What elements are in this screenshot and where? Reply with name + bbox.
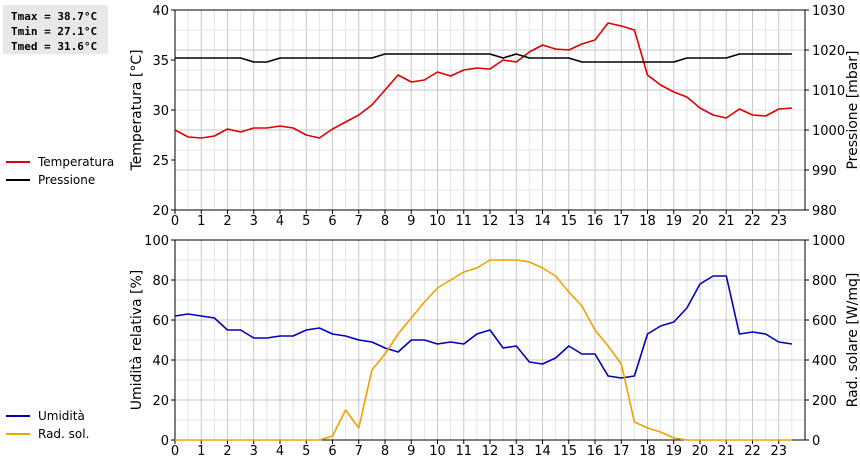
y-axis-title-left: Temperatura [°C] (129, 49, 145, 171)
chart-panel-1: 0 1 2 3 4 5 6 7 8 9 10 11 12 13 14 15 16 17 18 19 20 21 22 2320… (6, 4, 860, 229)
y-tick-label-left: 25 (152, 154, 169, 169)
x-tick-label: 6 (328, 444, 336, 459)
x-tick-label: 21 (718, 444, 735, 459)
y-tick-label-left: 40 (152, 4, 169, 19)
x-tick-label: 5 (302, 214, 310, 229)
x-tick-label: 6 (328, 214, 336, 229)
x-tick-label: 13 (508, 444, 525, 459)
y-tick-label-right: 400 (812, 354, 837, 369)
x-tick-label: 4 (276, 444, 284, 459)
x-tick-label: 12 (482, 214, 499, 229)
y-tick-label-right: 600 (812, 314, 837, 329)
x-tick-label: 16 (587, 214, 604, 229)
x-tick-label: 11 (455, 444, 472, 459)
chart-panel-2: 0 1 2 3 4 5 6 7 8 9 10 11 12 13 14 15 16 17 18 19 20 21 22 2302… (6, 234, 860, 459)
y-axis-title-right: Pressione [mbar] (845, 50, 860, 169)
x-tick-label: 1 (197, 444, 205, 459)
y-tick-label-right: 1000 (812, 234, 845, 249)
x-tick-label: 3 (250, 444, 258, 459)
y-axis-title-right: Rad. solare [W/mq] (845, 273, 860, 408)
x-tick-label: 23 (770, 444, 787, 459)
y-tick-label-left: 35 (152, 54, 169, 69)
y-tick-label-left: 60 (152, 314, 169, 329)
legend-label-rad-sol: Rad. sol. (38, 427, 89, 441)
y-tick-label-right: 1000 (812, 124, 845, 139)
y-tick-label-left: 80 (152, 274, 169, 289)
legend-label-temperatura: Temperatura (37, 155, 114, 169)
x-tick-label: 5 (302, 444, 310, 459)
x-tick-label: 19 (665, 444, 682, 459)
x-tick-label: 7 (355, 444, 363, 459)
x-tick-label: 17 (613, 214, 630, 229)
x-tick-label: 10 (429, 444, 446, 459)
y-tick-label-right: 1030 (812, 4, 845, 19)
x-tick-label: 10 (429, 214, 446, 229)
y-axis-title-left: Umidità relativa [%] (129, 270, 145, 411)
x-tick-label: 22 (744, 444, 761, 459)
x-tick-label: 21 (718, 214, 735, 229)
x-tick-label: 15 (560, 214, 577, 229)
y-tick-label-right: 200 (812, 394, 837, 409)
x-tick-label: 20 (692, 214, 709, 229)
x-tick-label: 13 (508, 214, 525, 229)
x-tick-label: 3 (250, 214, 258, 229)
stats-box: Tmax = 38.7°C Tmin = 27.1°C Tmed = 31.6°… (3, 5, 108, 54)
series-line-temperatura (174, 22, 792, 139)
x-tick-label: 4 (276, 214, 284, 229)
x-tick-label: 0 (171, 214, 179, 229)
x-tick-label: 22 (744, 214, 761, 229)
y-tick-label-right: 800 (812, 274, 837, 289)
x-tick-label: 14 (534, 444, 551, 459)
y-tick-label-left: 30 (152, 104, 169, 119)
stat-tmin: Tmin = 27.1°C (11, 25, 98, 38)
x-tick-label: 18 (639, 214, 656, 229)
x-tick-label: 14 (534, 214, 551, 229)
x-tick-label: 8 (381, 214, 389, 229)
x-tick-label: 23 (770, 214, 787, 229)
x-tick-label: 8 (381, 444, 389, 459)
stat-tmed: Tmed = 31.6°C (11, 40, 98, 53)
y-tick-label-left: 20 (152, 204, 169, 219)
y-tick-label-left: 40 (152, 354, 169, 369)
y-tick-label-right: 1020 (812, 44, 845, 59)
series-line-rad-sol (175, 259, 792, 441)
y-tick-label-right: 1010 (812, 84, 845, 99)
x-tick-label: 7 (355, 214, 363, 229)
series-line-pressione (175, 53, 792, 63)
x-tick-label: 19 (665, 214, 682, 229)
y-tick-label-right: 990 (812, 164, 837, 179)
x-tick-label: 9 (407, 444, 415, 459)
x-tick-label: 1 (197, 214, 205, 229)
series-line-umidit (174, 275, 793, 379)
x-tick-label: 16 (587, 444, 604, 459)
x-tick-label: 12 (482, 444, 499, 459)
x-tick-label: 11 (455, 214, 472, 229)
x-tick-label: 9 (407, 214, 415, 229)
x-tick-label: 0 (171, 444, 179, 459)
x-tick-label: 15 (560, 444, 577, 459)
x-tick-label: 20 (692, 444, 709, 459)
stat-tmax: Tmax = 38.7°C (11, 10, 98, 23)
legend-label-umidit: Umidità (38, 409, 85, 423)
x-tick-label: 17 (613, 444, 630, 459)
x-tick-label: 2 (223, 214, 231, 229)
legend-label-pressione: Pressione (38, 173, 95, 187)
x-tick-label: 2 (223, 444, 231, 459)
y-tick-label-left: 20 (152, 394, 169, 409)
x-tick-label: 18 (639, 444, 656, 459)
y-tick-label-left: 100 (144, 234, 169, 249)
y-tick-label-right: 0 (812, 434, 820, 449)
y-tick-label-right: 980 (812, 204, 837, 219)
y-tick-label-left: 0 (161, 434, 169, 449)
